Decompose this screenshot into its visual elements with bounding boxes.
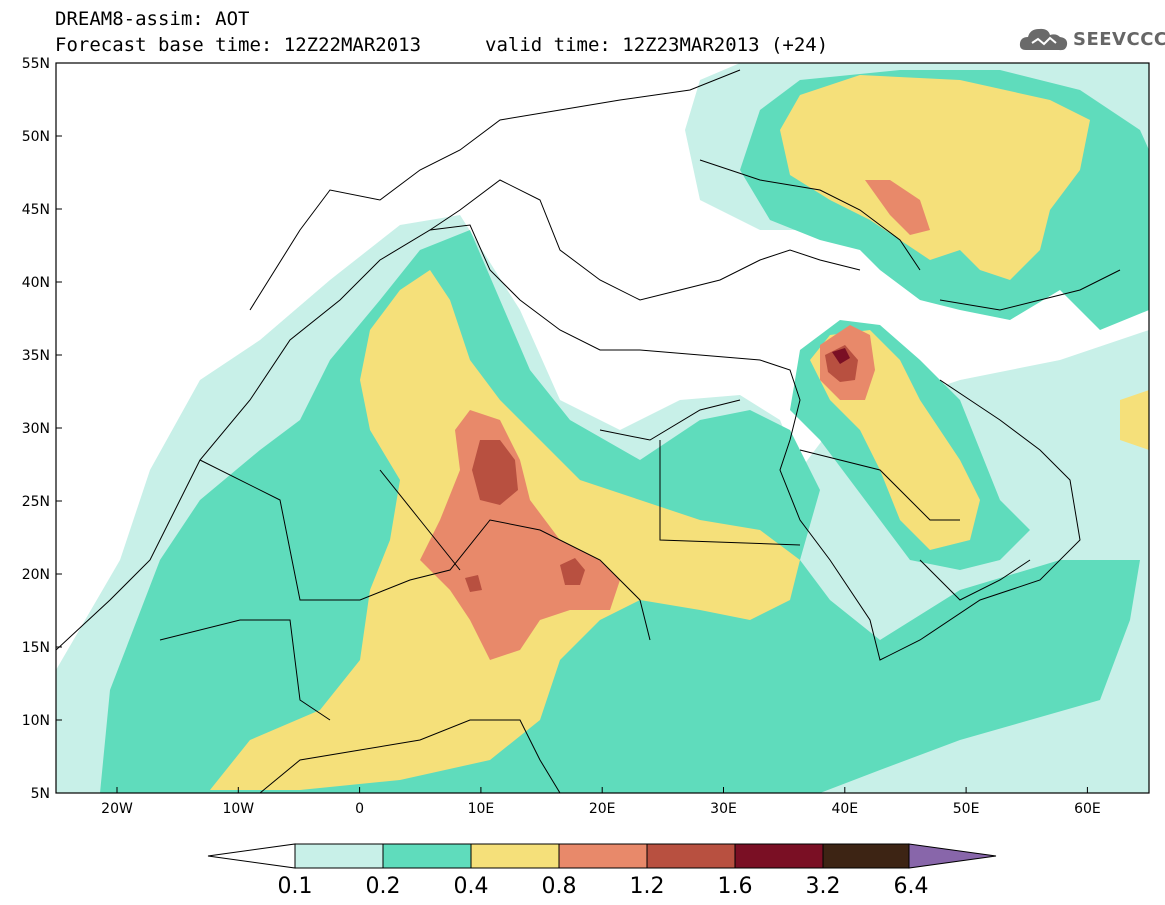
aot-contour-1.6 <box>832 348 850 364</box>
colorbar-label: 0.2 <box>366 874 401 899</box>
seevccc-logo: SEEVCCC <box>1018 24 1165 54</box>
lon-label: 40E <box>831 801 858 817</box>
aot-contour-1.2 <box>465 345 858 592</box>
colorbar-high-arrow <box>908 843 997 869</box>
map-title: DREAM8-assim: AOT <box>55 8 250 30</box>
colorbar-bin-4 <box>558 843 648 869</box>
lat-label: 15N <box>22 640 50 656</box>
forecast-base-time: Forecast base time: 12Z22MAR2013 <box>55 34 422 56</box>
lon-label: 10E <box>468 801 495 817</box>
lon-label: 20W <box>101 801 133 817</box>
colorbar-label: 0.8 <box>542 874 577 899</box>
logo-text: SEEVCCC <box>1073 28 1165 50</box>
colorbar-label: 0.4 <box>454 874 489 899</box>
valid-time: valid time: 12Z23MAR2013 (+24) <box>485 34 829 56</box>
aot-colorbar: 0.1 0.2 0.4 0.8 1.2 1.6 3.2 6.4 <box>207 843 997 899</box>
lon-label: 0 <box>355 801 364 817</box>
lat-label: 40N <box>22 275 50 291</box>
colorbar-labels: 0.1 0.2 0.4 0.8 1.2 1.6 3.2 6.4 <box>278 874 929 899</box>
lat-label: 45N <box>22 202 50 218</box>
lon-label: 60E <box>1074 801 1101 817</box>
colorbar-bin-3 <box>470 843 560 869</box>
lat-label: 25N <box>22 494 50 510</box>
colorbar-low-arrow <box>207 843 296 869</box>
lon-label: 10W <box>222 801 254 817</box>
lat-label: 10N <box>22 713 50 729</box>
lat-label: 35N <box>22 348 50 364</box>
aot-field <box>56 63 1149 793</box>
latitude-axis: 55N 50N 45N 40N 35N 30N 25N 20N 15N 10N 5N <box>22 56 62 802</box>
colorbar-label: 6.4 <box>894 874 929 899</box>
colorbar-bin-7 <box>822 843 910 869</box>
colorbar-bin-6 <box>734 843 824 869</box>
lat-label: 55N <box>22 56 50 72</box>
colorbar-label: 0.1 <box>278 874 313 899</box>
colorbar-bin-5 <box>646 843 736 869</box>
colorbar-label: 1.6 <box>718 874 753 899</box>
colorbar-bin-2 <box>382 843 472 869</box>
lon-label: 50E <box>953 801 980 817</box>
lat-label: 5N <box>31 786 50 802</box>
lon-label: 30E <box>710 801 737 817</box>
lon-label: 20E <box>589 801 616 817</box>
longitude-axis: 20W 10W 0 10E 20E 30E 40E 50E 60E <box>101 787 1101 817</box>
lat-label: 30N <box>22 421 50 437</box>
lat-label: 50N <box>22 129 50 145</box>
lat-label: 20N <box>22 567 50 583</box>
colorbar-label: 3.2 <box>806 874 841 899</box>
colorbar-bin-1 <box>294 843 384 869</box>
colorbar-label: 1.2 <box>630 874 665 899</box>
coastlines <box>56 69 1121 793</box>
cloud-logo-icon <box>1019 28 1068 51</box>
